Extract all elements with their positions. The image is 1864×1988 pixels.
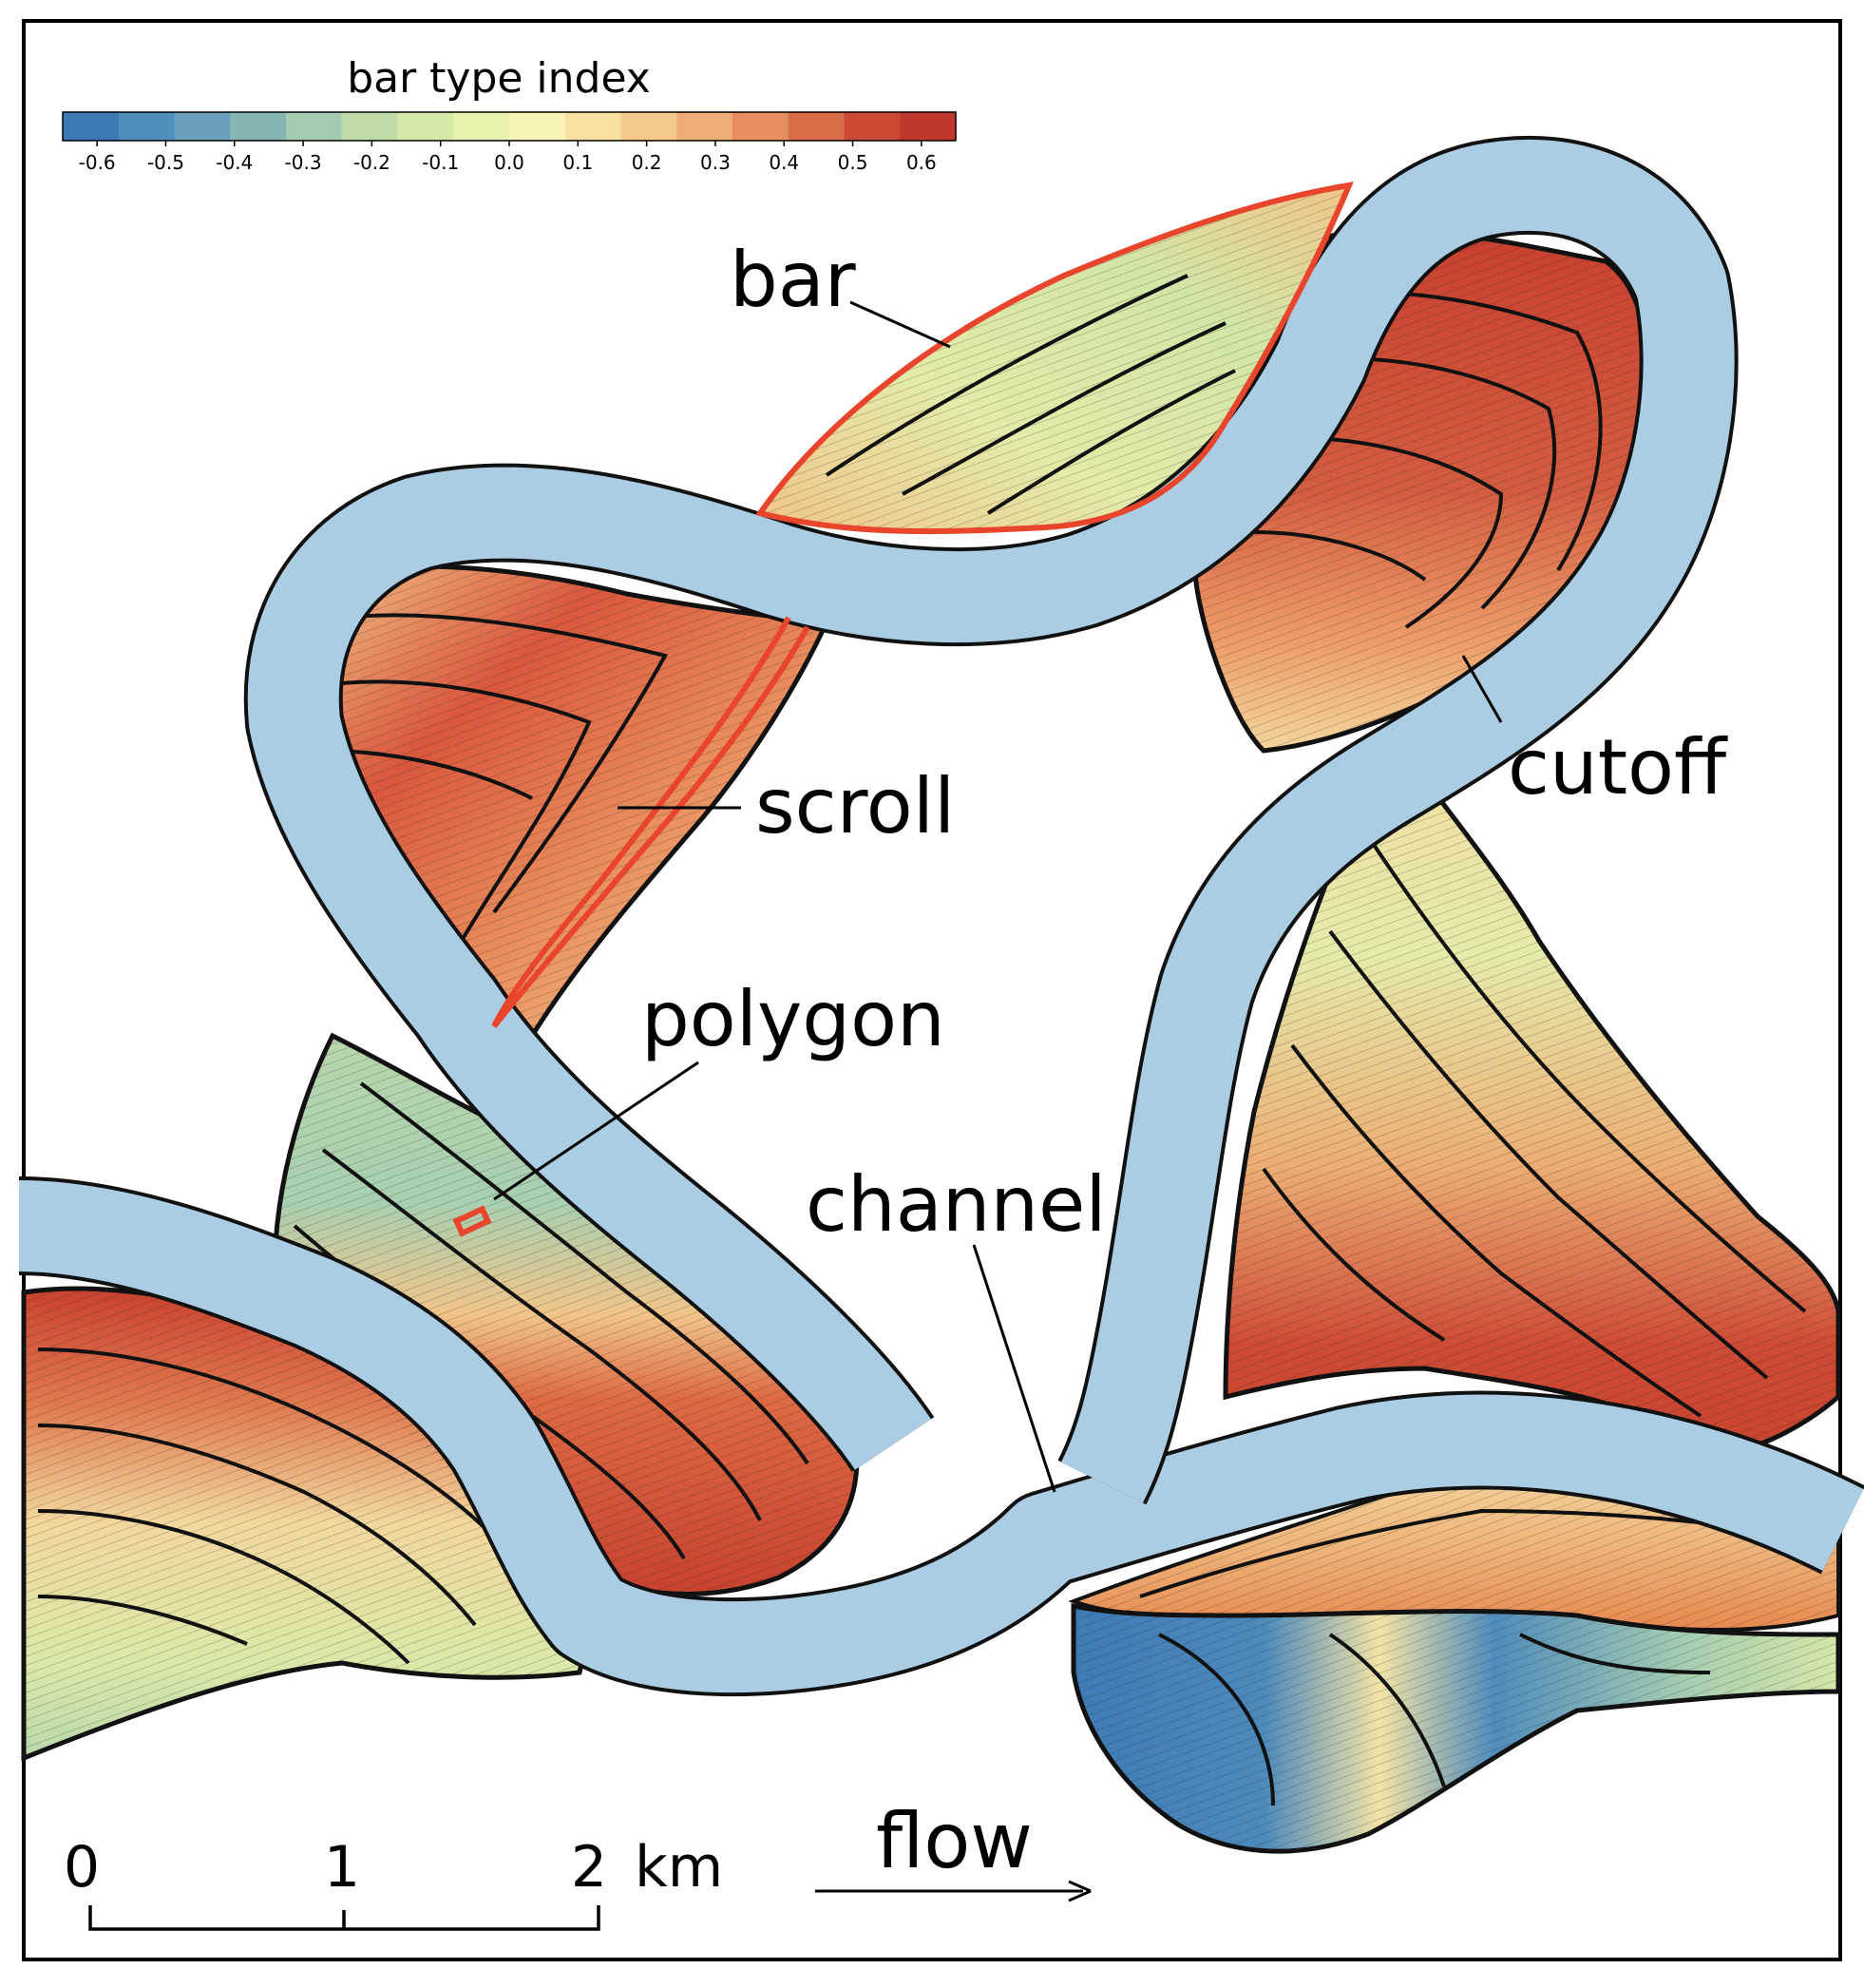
channel-leader bbox=[972, 1244, 1056, 1493]
scale-unit: km bbox=[635, 1834, 723, 1901]
colorbar-tick-label: -0.2 bbox=[353, 151, 390, 174]
label-cutoff: cutoff bbox=[1508, 723, 1728, 812]
colorbar-tick-label: 0.1 bbox=[562, 151, 593, 174]
colorbar-tick-label: 0.6 bbox=[906, 151, 937, 174]
cutoff-leader bbox=[1461, 655, 1503, 723]
scroll-highlight-outline bbox=[491, 616, 810, 1028]
flow-arrow bbox=[815, 1880, 1092, 1902]
label-bar: bar bbox=[730, 236, 856, 324]
bar-leader bbox=[849, 300, 951, 349]
label-scroll: scroll bbox=[755, 762, 955, 851]
colorbar-swatch bbox=[564, 112, 621, 141]
annotation-leaders bbox=[493, 300, 1503, 1493]
highlighted-features bbox=[452, 182, 1354, 1237]
colorbar-swatch bbox=[788, 112, 845, 141]
colorbar-swatch bbox=[453, 112, 510, 141]
colorbar-swatch bbox=[286, 112, 343, 141]
colorbar-tick-label: 0.4 bbox=[769, 151, 799, 174]
colorbar-swatch bbox=[732, 112, 789, 141]
figure-frame bbox=[22, 19, 1842, 1961]
colorbar-title: bar type index bbox=[347, 54, 651, 103]
colorbar-swatch bbox=[900, 112, 957, 141]
label-channel: channel bbox=[806, 1160, 1107, 1249]
scale-tick-1: 1 bbox=[324, 1834, 360, 1901]
colorbar-swatch bbox=[397, 112, 454, 141]
colorbar-tick-label: -0.3 bbox=[285, 151, 322, 174]
polygon-leader bbox=[493, 1061, 699, 1201]
scale-tick-2: 2 bbox=[571, 1834, 607, 1901]
channel-upper-fill bbox=[247, 139, 1735, 1503]
bar-highlight-outline bbox=[755, 182, 1354, 535]
colorbar: bar type index -0.6 -0.5 -0.4 -0.3 -0.2 -0.1 0… bbox=[62, 54, 957, 174]
colorbar-tick-label: 0.5 bbox=[838, 151, 868, 174]
colorbar-swatch bbox=[118, 112, 175, 141]
colorbar-swatch bbox=[230, 112, 287, 141]
scale-tick-0: 0 bbox=[64, 1834, 100, 1901]
colorbar-tick-label: -0.5 bbox=[147, 151, 184, 174]
colorbar-swatch bbox=[341, 112, 398, 141]
colorbar-tick-label: 0.2 bbox=[632, 151, 662, 174]
colorbar-swatch bbox=[620, 112, 677, 141]
colorbar-tick-label: -0.1 bbox=[422, 151, 459, 174]
river-channel bbox=[18, 135, 1864, 1697]
colorbar-swatches bbox=[63, 112, 957, 141]
colorbar-tick-label: -0.4 bbox=[216, 151, 253, 174]
scale-bar-line bbox=[88, 1905, 600, 1931]
colorbar-swatch bbox=[509, 112, 566, 141]
colorbar-swatch bbox=[676, 112, 733, 141]
scale-bar: 0 1 2 km bbox=[64, 1834, 723, 1931]
colorbar-swatch bbox=[63, 112, 120, 141]
colorbar-tick-label: 0.3 bbox=[700, 151, 731, 174]
channel-fill bbox=[18, 1180, 1864, 1693]
polygon-highlight bbox=[452, 1205, 492, 1237]
colorbar-swatch bbox=[174, 112, 231, 141]
colorbar-ticks: -0.6 -0.5 -0.4 -0.3 -0.2 -0.1 0.0 0.1 0.2 0.3 0.4 0… bbox=[79, 141, 937, 174]
colorbar-tick-label: 0.0 bbox=[494, 151, 524, 174]
colorbar-swatch bbox=[844, 112, 901, 141]
label-flow: flow bbox=[876, 1797, 1033, 1885]
colorbar-tick-label: -0.6 bbox=[79, 151, 116, 174]
label-polygon: polygon bbox=[641, 975, 945, 1063]
